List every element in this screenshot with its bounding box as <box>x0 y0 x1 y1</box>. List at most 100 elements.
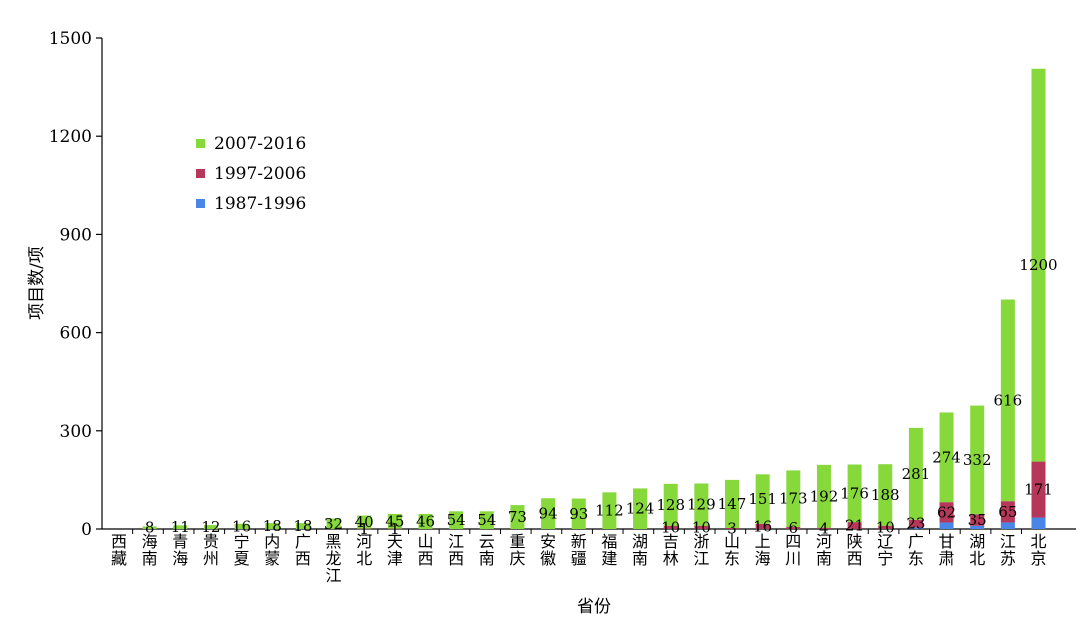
bar-segment-2007-2016 <box>571 498 586 529</box>
bar-segment-2007-2016 <box>418 513 433 529</box>
data-label: 147 <box>718 495 747 513</box>
legend-label: 2007-2016 <box>214 134 306 154</box>
x-tick-label: 河南 <box>816 532 832 568</box>
data-label: 54 <box>477 511 496 529</box>
x-tick-label: 青海 <box>172 532 188 568</box>
bar-segment-2007-2016 <box>295 523 310 529</box>
bar-segment-1987-1996 <box>1031 517 1046 529</box>
bar-segment-2007-2016 <box>970 405 985 515</box>
data-label: 62 <box>937 503 956 521</box>
bar-segment-2007-2016 <box>1031 68 1046 462</box>
data-label: 112 <box>595 502 624 520</box>
bar-segment-1997-2006 <box>663 525 678 529</box>
bar-segment-2007-2016 <box>387 513 402 529</box>
bar-segment-2007-2016 <box>142 526 157 529</box>
bar-segment-2007-2016 <box>755 474 770 524</box>
bar-segment-2007-2016 <box>479 511 494 529</box>
data-labels: 8 11 12 16 18 18 32 140 145 46 54 54 73 94 93 112 124101… <box>145 256 1058 538</box>
bar-segment-1997-2006 <box>847 522 862 529</box>
legend-swatch <box>196 169 205 178</box>
bar-segment-2007-2016 <box>449 511 464 529</box>
y-tick-label: 300 <box>60 422 92 442</box>
legend-label: 1987-1996 <box>214 194 306 214</box>
bars <box>142 68 1046 530</box>
x-axis-title: 省份 <box>577 597 611 617</box>
data-label: 171 <box>1024 481 1053 499</box>
bar-segment-1997-2006 <box>878 525 893 529</box>
data-label: 1 <box>359 520 369 538</box>
bar-segment-1997-2006 <box>939 502 954 523</box>
bar-segment-2007-2016 <box>203 525 218 529</box>
x-tick-label: 上海 <box>755 532 771 568</box>
bar-segment-2007-2016 <box>694 483 709 526</box>
x-tick-label: 内蒙 <box>264 532 280 568</box>
data-label: 16 <box>232 517 251 535</box>
data-label: 332 <box>963 451 992 469</box>
bar-segment-1997-2006 <box>387 528 402 530</box>
bar-segment-2007-2016 <box>878 464 893 526</box>
bar-segment-2007-2016 <box>173 525 188 529</box>
x-tick-label: 广东 <box>908 532 924 568</box>
x-tick-label: 湖南 <box>632 532 648 568</box>
bar-segment-1987-1996 <box>970 525 985 529</box>
data-label: 16 <box>753 517 772 535</box>
bar-segment-1997-2006 <box>357 528 372 530</box>
x-tick-label: 辽宁 <box>877 532 893 568</box>
bar-segment-1987-1996 <box>939 522 954 529</box>
x-tick-label: 广西 <box>295 532 311 568</box>
data-label: 54 <box>447 511 466 529</box>
bar-segment-2007-2016 <box>786 470 801 528</box>
legend-swatch <box>196 199 205 208</box>
data-label: 151 <box>748 490 777 508</box>
x-tick-label: 山东 <box>724 532 740 568</box>
x-tick-label: 陕西 <box>847 532 863 568</box>
data-label: 73 <box>508 508 527 526</box>
y-tick-label: 1500 <box>49 29 92 49</box>
data-label: 124 <box>626 500 655 518</box>
data-label: 176 <box>840 484 869 502</box>
y-axis-title: 项目数/项 <box>27 246 47 320</box>
data-label: 65 <box>998 503 1017 521</box>
x-tick-label: 四川 <box>785 532 801 568</box>
bar-segment-2007-2016 <box>816 464 831 528</box>
x-tick-label: 天津 <box>387 532 403 568</box>
x-tick-label: 江西 <box>448 532 464 568</box>
legend-label: 1997-2006 <box>214 164 306 184</box>
bar-segment-1987-1996 <box>908 527 923 529</box>
data-label: 94 <box>539 505 558 523</box>
data-label: 93 <box>569 505 588 523</box>
y-tick-label: 0 <box>81 520 92 540</box>
data-label: 18 <box>293 517 312 535</box>
legend-swatch <box>196 139 205 148</box>
bar-segment-2007-2016 <box>633 488 648 529</box>
data-label: 128 <box>656 496 685 514</box>
bar-segment-1997-2006 <box>755 523 770 529</box>
data-label: 11 <box>171 518 190 536</box>
y-tick-label: 600 <box>60 324 92 344</box>
bar-segment-2007-2016 <box>602 492 617 529</box>
bar-segment-2007-2016 <box>510 505 525 529</box>
bar-segment-2007-2016 <box>234 523 249 529</box>
bar-segment-1997-2006 <box>725 528 739 529</box>
x-tick-label: 甘肃 <box>939 532 955 568</box>
bar-segment-1997-2006 <box>970 514 985 526</box>
x-tick-label: 云南 <box>479 532 495 568</box>
x-tick-label: 江苏 <box>1000 532 1016 568</box>
bar-segment-1997-2006 <box>816 527 831 529</box>
data-label: 46 <box>416 512 435 530</box>
data-label: 8 <box>145 519 155 537</box>
bar-segment-2007-2016 <box>1000 299 1015 502</box>
y-tick-label: 900 <box>60 225 92 245</box>
data-label: 6 <box>789 519 799 537</box>
data-label: 21 <box>845 517 864 535</box>
bar-segment-2007-2016 <box>908 427 923 520</box>
data-label: 188 <box>871 486 900 504</box>
data-label: 10 <box>692 518 711 536</box>
bar-segment-1987-1996 <box>1000 522 1015 529</box>
data-label: 4 <box>819 519 829 537</box>
x-tick-label: 黑龙江 <box>326 532 342 585</box>
data-label: 192 <box>810 487 839 505</box>
x-tick-label: 浙江 <box>693 532 709 568</box>
x-tick-label: 新疆 <box>571 532 587 568</box>
